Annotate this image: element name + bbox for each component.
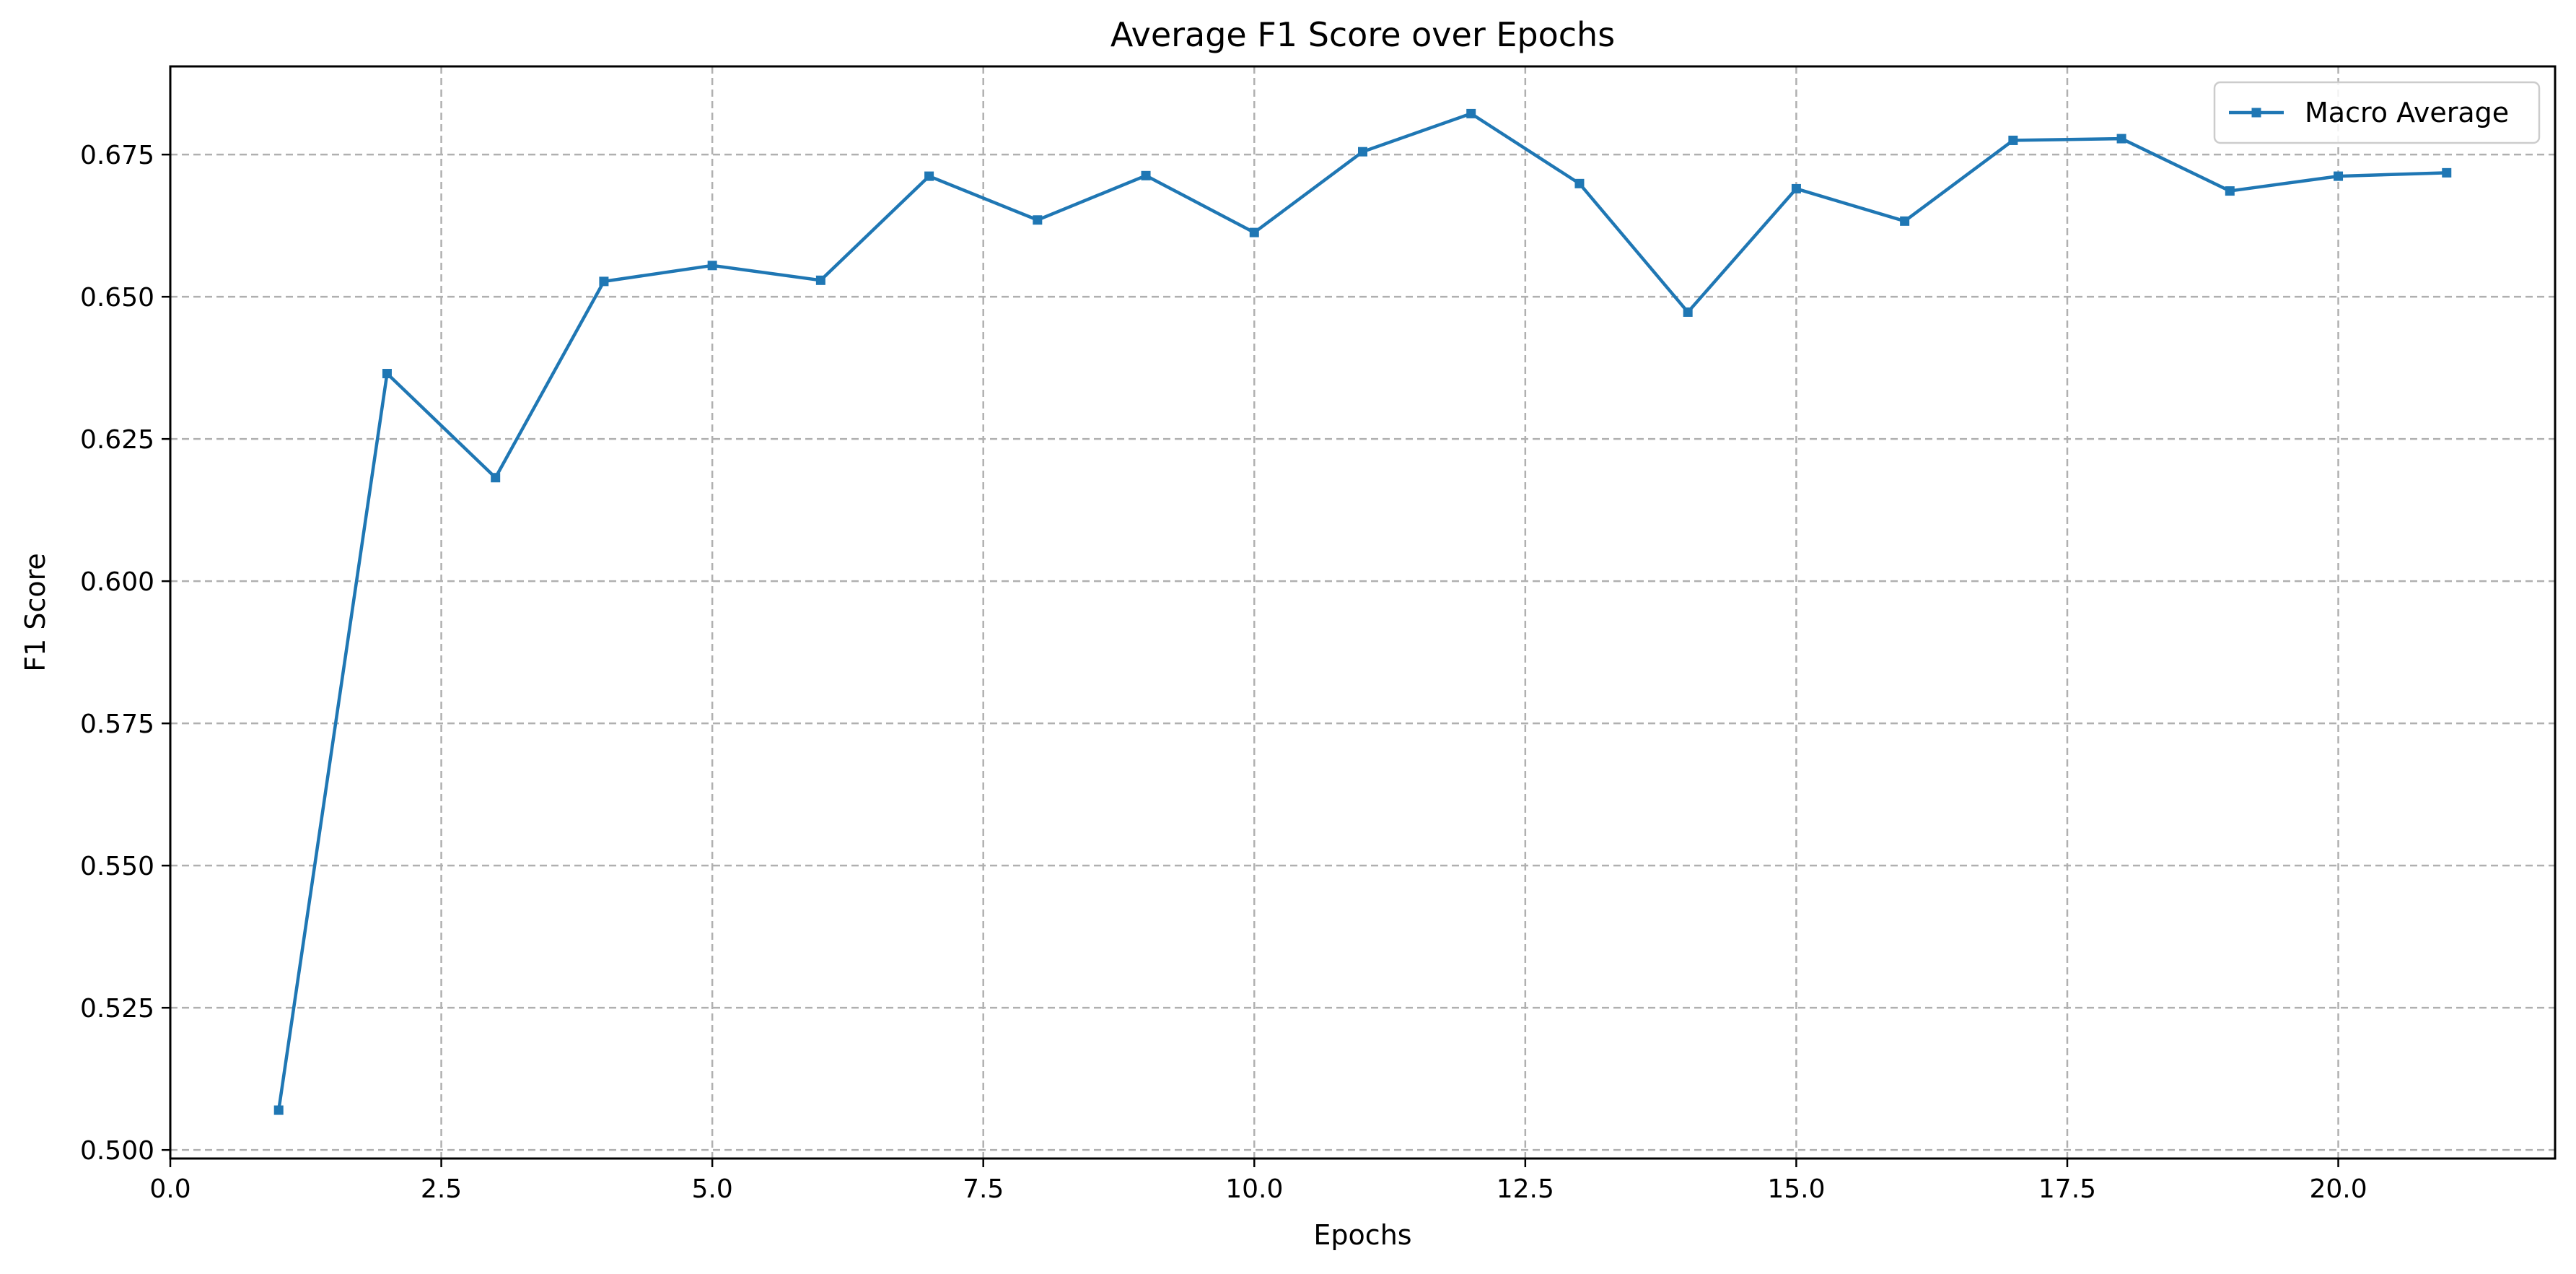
- data-point: [707, 261, 717, 271]
- y-tick-label: 0.600: [80, 567, 154, 597]
- grid: [169, 66, 2555, 1159]
- data-point: [599, 276, 609, 287]
- data-point: [273, 1105, 284, 1115]
- x-axis-label: Epochs: [1313, 1219, 1411, 1251]
- legend: Macro Average: [2213, 81, 2541, 144]
- legend-marker-swatch: [2251, 108, 2261, 118]
- y-tick-label: 0.550: [80, 852, 154, 881]
- data-point: [382, 369, 392, 379]
- legend-label: Macro Average: [2305, 97, 2509, 128]
- x-tick-label: 7.5: [963, 1174, 1004, 1204]
- x-tick-label: 10.0: [1225, 1174, 1283, 1204]
- data-point: [2116, 134, 2126, 144]
- y-tick-label: 0.575: [80, 710, 154, 739]
- y-tick-label: 0.500: [80, 1136, 154, 1166]
- data-point: [2442, 167, 2452, 178]
- data-point: [1141, 170, 1151, 180]
- x-tick-label: 5.0: [692, 1174, 733, 1204]
- data-point: [491, 473, 501, 483]
- x-tick-label: 15.0: [1767, 1174, 1825, 1204]
- x-tick-label: 0.0: [149, 1174, 190, 1204]
- data-point: [1249, 227, 1259, 237]
- x-tick-label: 2.5: [421, 1174, 462, 1204]
- data-point: [2334, 171, 2344, 181]
- x-tick-label: 17.5: [2038, 1174, 2096, 1204]
- y-axis-label: F1 Score: [19, 553, 51, 672]
- chart-title: Average F1 Score over Epochs: [1110, 15, 1615, 54]
- y-tick-label: 0.650: [80, 283, 154, 313]
- data-point: [1466, 108, 1476, 118]
- data-point: [924, 171, 934, 181]
- legend-box: [2213, 81, 2541, 144]
- x-tick-label: 12.5: [1497, 1174, 1554, 1204]
- data-point: [1574, 178, 1585, 188]
- series-layer: [273, 108, 2452, 1115]
- data-point: [1358, 147, 1367, 157]
- data-point: [2225, 186, 2235, 196]
- data-point: [1791, 183, 1801, 193]
- data-point: [1033, 215, 1043, 225]
- x-tick-label: 20.0: [2309, 1174, 2367, 1204]
- data-point: [815, 275, 825, 285]
- ticks: 0.0 2.5 5.0 7.5 10.0 12.5 15.0 17.5 20.0 0.500 0.5…: [80, 141, 2367, 1204]
- data-point: [2008, 135, 2018, 145]
- data-point: [1900, 216, 1910, 226]
- plot-frame: [169, 65, 2557, 1160]
- y-tick-label: 0.675: [80, 141, 154, 170]
- data-point: [1683, 307, 1693, 317]
- y-tick-label: 0.625: [80, 425, 154, 455]
- y-tick-label: 0.525: [80, 994, 154, 1024]
